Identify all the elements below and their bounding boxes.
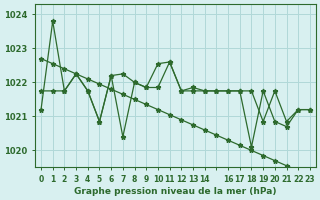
X-axis label: Graphe pression niveau de la mer (hPa): Graphe pression niveau de la mer (hPa)	[74, 187, 277, 196]
